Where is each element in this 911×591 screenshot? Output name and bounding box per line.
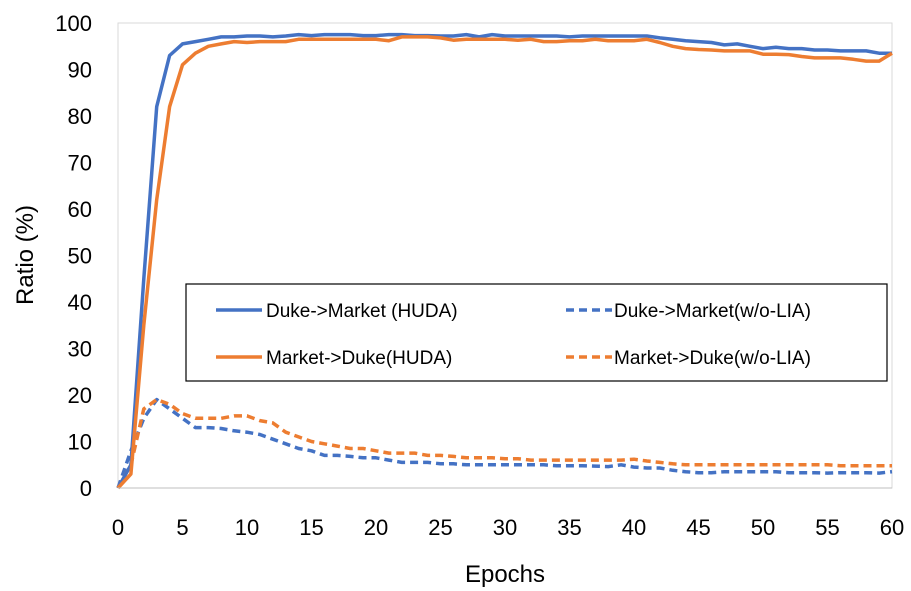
- x-tick-label-60: 60: [880, 515, 904, 540]
- x-tick-label-55: 55: [815, 515, 839, 540]
- y-tick-label-0: 0: [80, 476, 92, 501]
- y-tick-label-10: 10: [68, 430, 92, 455]
- x-tick-label-15: 15: [299, 515, 323, 540]
- series-line-market-duke-w-o-lia: [116, 397, 892, 489]
- y-tick-label-80: 80: [68, 104, 92, 129]
- x-tick-label-45: 45: [686, 515, 710, 540]
- y-tick-label-30: 30: [68, 337, 92, 362]
- x-tick-label-20: 20: [364, 515, 388, 540]
- x-tick-label-35: 35: [557, 515, 581, 540]
- legend-label-market-duke-huda: Market->Duke(HUDA): [266, 348, 452, 369]
- x-tick-label-50: 50: [751, 515, 775, 540]
- y-tick-label-60: 60: [68, 197, 92, 222]
- x-axis-title: Epochs: [465, 561, 545, 588]
- x-tick-label-25: 25: [428, 515, 452, 540]
- x-tick-label-10: 10: [235, 515, 259, 540]
- legend-label-duke-market-huda: Duke->Market (HUDA): [266, 301, 458, 322]
- legend-label-market-duke-wo-lia: Market->Duke(w/o-LIA): [614, 348, 811, 369]
- series-line-market-duke-huda: [116, 35, 893, 490]
- y-axis-title: Ratio (%): [12, 205, 39, 305]
- y-tick-labels: 0 10 20 30 40 50 60 70 80 90 100: [55, 11, 92, 501]
- x-tick-label-0: 0: [112, 515, 124, 540]
- series-line-duke-market-w-o-lia: [116, 397, 893, 489]
- legend: Duke->Market (HUDA) Duke->Market(w/o-LIA…: [185, 283, 888, 382]
- y-tick-label-100: 100: [55, 11, 92, 36]
- y-tick-label-50: 50: [68, 244, 92, 269]
- y-tick-label-40: 40: [68, 290, 92, 315]
- series-lines: [116, 32, 893, 490]
- legend-label-duke-market-wo-lia: Duke->Market(w/o-LIA): [614, 301, 811, 322]
- y-tick-label-20: 20: [68, 383, 92, 408]
- x-tick-label-5: 5: [176, 515, 188, 540]
- x-tick-label-40: 40: [622, 515, 646, 540]
- series-line-duke-market-huda: [116, 32, 892, 489]
- y-tick-label-90: 90: [68, 58, 92, 83]
- y-tick-label-70: 70: [68, 151, 92, 176]
- x-tick-labels: 0 5 10 15 20 25 30 35 40 45 50 55 60: [112, 515, 904, 540]
- x-tick-label-30: 30: [493, 515, 517, 540]
- legend-box: [185, 283, 888, 382]
